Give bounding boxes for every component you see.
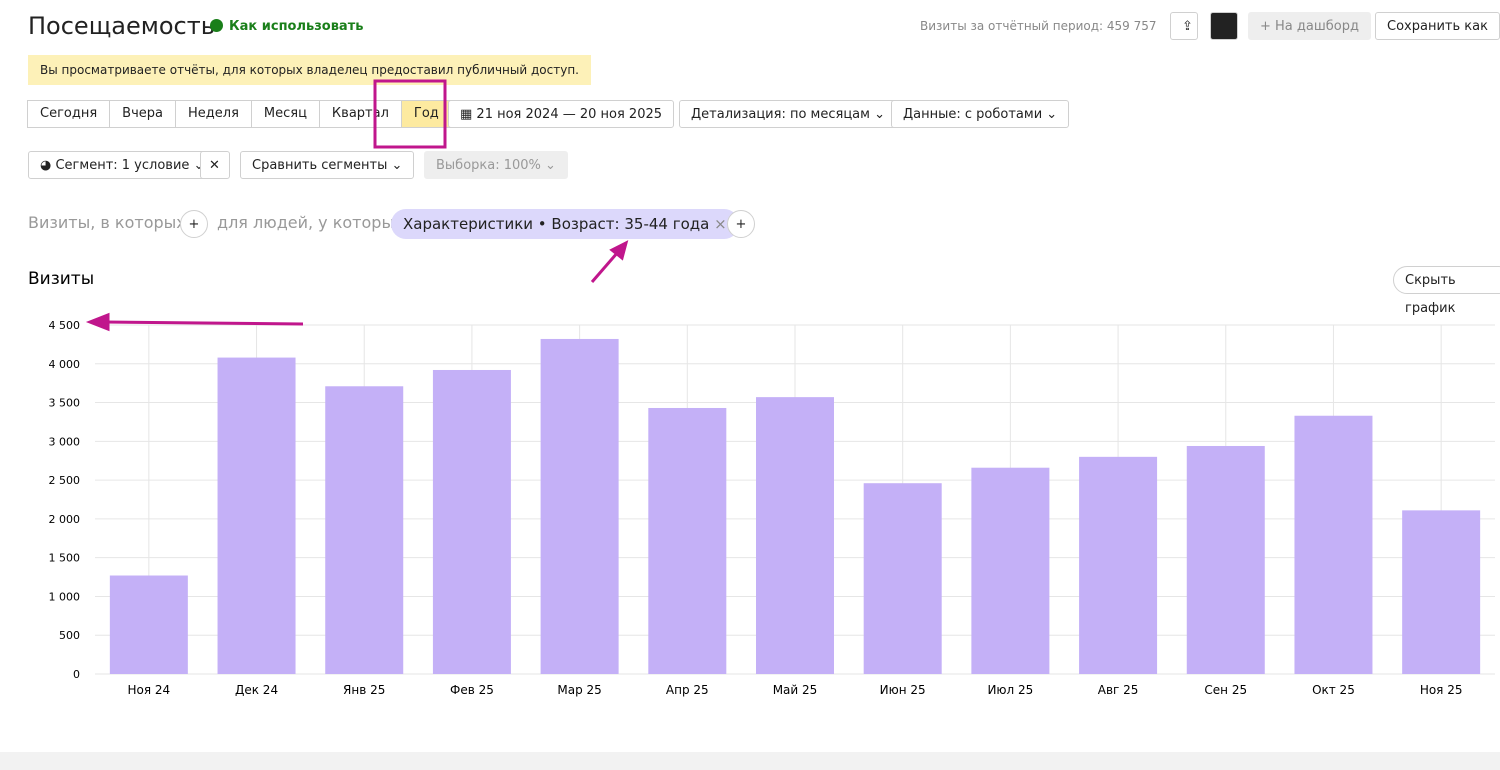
period-button[interactable]: Квартал bbox=[318, 100, 402, 128]
chart-title: Визиты bbox=[28, 269, 94, 289]
y-tick-label: 4 000 bbox=[49, 358, 81, 371]
detail-select[interactable]: Детализация: по месяцам ⌄ bbox=[679, 100, 897, 128]
sample-select[interactable]: Выборка: 100% ⌄ bbox=[424, 151, 568, 179]
page-title: Посещаемость bbox=[28, 12, 215, 40]
filter-mid: для людей, у которых bbox=[217, 213, 404, 232]
x-tick-label: Июн 25 bbox=[880, 683, 926, 697]
bar bbox=[971, 467, 1050, 674]
x-tick-label: Июл 25 bbox=[987, 683, 1033, 697]
assistant-button[interactable] bbox=[1210, 12, 1238, 40]
x-tick-label: Ноя 24 bbox=[128, 683, 171, 697]
date-range-text: 21 ноя 2024 — 20 ноя 2025 bbox=[476, 107, 663, 122]
robots-text: Данные: с роботами bbox=[903, 107, 1043, 122]
bar bbox=[1294, 415, 1373, 674]
y-tick-label: 3 500 bbox=[49, 397, 81, 410]
robots-select[interactable]: Данные: с роботами ⌄ bbox=[891, 100, 1070, 128]
help-link[interactable]: Как использовать bbox=[210, 19, 363, 34]
dashboard-button[interactable]: + На дашборд bbox=[1248, 12, 1371, 40]
save-button[interactable]: Сохранить как bbox=[1375, 12, 1500, 40]
bar bbox=[863, 483, 942, 674]
bar bbox=[109, 575, 188, 674]
x-tick-label: Окт 25 bbox=[1312, 683, 1355, 697]
segment-text: Сегмент: 1 условие bbox=[55, 158, 190, 173]
hide-chart-button[interactable]: Скрыть график bbox=[1393, 266, 1500, 316]
segment-clear[interactable]: ✕ bbox=[200, 151, 230, 179]
x-tick-label: Авг 25 bbox=[1098, 683, 1139, 697]
y-tick-label: 3 000 bbox=[49, 435, 81, 448]
bar bbox=[1186, 445, 1265, 674]
x-tick-label: Фев 25 bbox=[450, 683, 494, 697]
bar bbox=[217, 357, 296, 674]
y-tick-label: 2 000 bbox=[49, 513, 81, 526]
period-selector: Сегодня Вчера Неделя Месяц Квартал Год bbox=[27, 100, 452, 128]
dashboard-text: На дашборд bbox=[1275, 19, 1359, 34]
x-tick-label: Сен 25 bbox=[1204, 683, 1247, 697]
annotation-arrows bbox=[85, 240, 629, 332]
period-button[interactable]: Сегодня bbox=[27, 100, 111, 128]
filter-prefix: Визиты, в которых bbox=[28, 213, 186, 232]
bar bbox=[648, 407, 727, 674]
share-button[interactable]: ⇪ bbox=[1170, 12, 1198, 40]
x-tick-label: Янв 25 bbox=[343, 683, 385, 697]
segment-select[interactable]: ◕ Сегмент: 1 условие ⌄ bbox=[28, 151, 217, 179]
y-tick-label: 500 bbox=[59, 629, 80, 642]
detail-text: Детализация: по месяцам bbox=[691, 107, 870, 122]
filter-chip-text: Характеристики • Возраст: 35-44 года bbox=[403, 215, 710, 233]
y-tick-label: 1 500 bbox=[49, 552, 81, 565]
plot: 0 500 1 000 1 500 2 000 2 500 3 000 3 500 4 000 4… bbox=[49, 319, 1495, 697]
y-tick-label: 2 500 bbox=[49, 474, 81, 487]
compare-text: Сравнить сегменты bbox=[252, 158, 388, 173]
add-visit-filter[interactable]: + bbox=[180, 210, 208, 238]
x-tick-label: Мар 25 bbox=[557, 683, 601, 697]
bar bbox=[540, 338, 619, 674]
y-tick-label: 1 000 bbox=[49, 590, 81, 603]
bar bbox=[1079, 456, 1158, 674]
bar bbox=[756, 397, 834, 674]
bar bbox=[432, 369, 511, 674]
filter-chip[interactable]: Характеристики • Возраст: 35-44 года × bbox=[391, 209, 739, 239]
add-people-filter[interactable]: + bbox=[727, 210, 755, 238]
x-tick-label: Май 25 bbox=[773, 683, 818, 697]
help-text: Как использовать bbox=[229, 19, 364, 34]
notice: Вы просматриваете отчёты, для которых вл… bbox=[28, 55, 591, 85]
visits-total: Визиты за отчётный период: 459 757 bbox=[920, 19, 1157, 33]
period-button[interactable]: Вчера bbox=[109, 100, 176, 128]
date-range[interactable]: ▦ 21 ноя 2024 — 20 ноя 2025 bbox=[448, 100, 675, 128]
x-tick-label: Апр 25 bbox=[666, 683, 709, 697]
compare-select[interactable]: Сравнить сегменты ⌄ bbox=[240, 151, 415, 179]
y-tick-label: 0 bbox=[73, 668, 80, 681]
bar bbox=[325, 386, 404, 674]
period-button[interactable]: Год bbox=[400, 100, 452, 128]
y-tick-label: 4 500 bbox=[49, 319, 81, 332]
x-tick-label: Дек 24 bbox=[235, 683, 278, 697]
x-tick-label: Ноя 25 bbox=[1420, 683, 1463, 697]
bar bbox=[1402, 510, 1481, 674]
footer-strip bbox=[0, 752, 1500, 770]
sample-text: Выборка: 100% bbox=[436, 158, 541, 173]
period-button[interactable]: Месяц bbox=[250, 100, 320, 128]
period-button[interactable]: Неделя bbox=[175, 100, 252, 128]
